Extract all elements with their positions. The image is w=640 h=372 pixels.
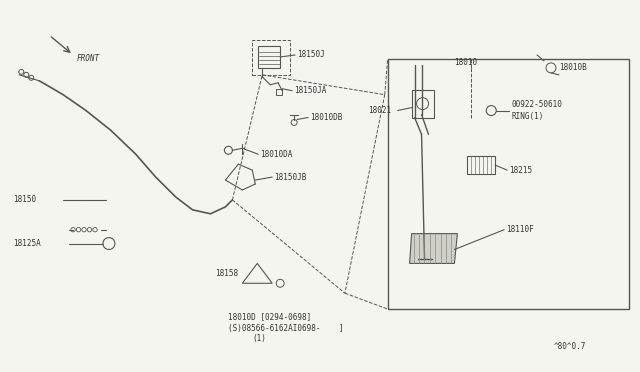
Text: FRONT: FRONT <box>77 54 100 63</box>
Bar <box>467 156 495 174</box>
Text: 18150J: 18150J <box>297 51 325 60</box>
Text: 18010DA: 18010DA <box>260 150 292 159</box>
Text: 18010DB: 18010DB <box>310 113 342 122</box>
Text: (1): (1) <box>252 334 266 343</box>
Text: 18110F: 18110F <box>506 225 534 234</box>
Bar <box>412 90 433 118</box>
Text: 18010B: 18010B <box>559 63 587 73</box>
Polygon shape <box>410 234 458 263</box>
Text: 18125A: 18125A <box>13 239 41 248</box>
Text: (S)08566-6162AI0698-    ]: (S)08566-6162AI0698- ] <box>228 324 344 333</box>
Text: RING(1): RING(1) <box>511 112 543 121</box>
Bar <box>259 46 280 68</box>
Text: 18010D [0294-0698]: 18010D [0294-0698] <box>228 312 312 321</box>
Text: 18215: 18215 <box>509 166 532 174</box>
Text: 18150: 18150 <box>13 195 36 204</box>
Bar <box>388 59 628 309</box>
Bar <box>276 89 282 95</box>
Text: 18150JB: 18150JB <box>274 173 307 182</box>
Text: 00922-50610: 00922-50610 <box>511 100 562 109</box>
Text: 18158: 18158 <box>215 269 238 278</box>
Text: 18010: 18010 <box>454 58 477 67</box>
Text: 18150JA: 18150JA <box>294 86 326 95</box>
Text: ^80^0.7: ^80^0.7 <box>554 342 586 351</box>
Text: 18021: 18021 <box>369 106 392 115</box>
